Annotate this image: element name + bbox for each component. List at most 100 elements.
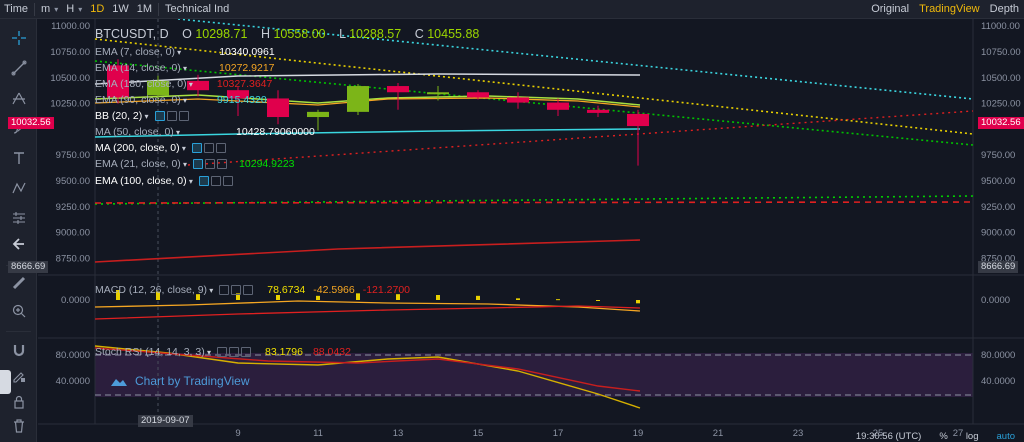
indicator-legend-ma50[interactable]: MA (50, close, 0) 10428.79060000 bbox=[95, 125, 315, 139]
status-bar: 19:30:56 (UTC) % log auto bbox=[847, 430, 1024, 442]
time-tick-label: 17 bbox=[553, 428, 564, 439]
stoch-legend[interactable]: Stoch RSI (14, 14, 3, 3) 83.1796 88.0432 bbox=[95, 345, 351, 359]
eye-icon[interactable] bbox=[219, 285, 230, 295]
indicator-name: EMA (180, close, 0) bbox=[95, 78, 193, 90]
candle-body bbox=[507, 97, 529, 103]
price-tick-label-right: 9250.00 bbox=[981, 202, 1015, 213]
lock-tool[interactable] bbox=[0, 391, 37, 413]
time-tick-label: 23 bbox=[793, 428, 804, 439]
chart-area[interactable]: 11000.00 11000.00 10750.00 10750.00 10500.00… bbox=[8, 19, 1024, 442]
eye-icon[interactable] bbox=[193, 159, 204, 169]
ruler-tool[interactable] bbox=[0, 272, 37, 294]
settings-icon[interactable] bbox=[203, 143, 214, 153]
interval-1m-button[interactable]: 1M bbox=[136, 2, 153, 15]
candle-body bbox=[427, 92, 449, 95]
panel-collapse-handle[interactable] bbox=[0, 370, 11, 394]
indicator-name: EMA (21, close, 0) bbox=[95, 158, 187, 170]
open-value: 10298.71 bbox=[195, 27, 248, 41]
zoom-tool[interactable] bbox=[0, 300, 37, 322]
crosshair-tool[interactable] bbox=[0, 27, 37, 49]
settings-icon[interactable] bbox=[228, 347, 239, 357]
pitchfork-icon bbox=[11, 92, 26, 105]
pattern-tool[interactable] bbox=[0, 177, 37, 199]
text-tool[interactable] bbox=[0, 147, 37, 169]
eye-icon[interactable] bbox=[191, 143, 202, 153]
settings-icon[interactable] bbox=[205, 159, 216, 169]
view-original-button[interactable]: Original bbox=[871, 3, 910, 15]
close-icon[interactable] bbox=[215, 143, 226, 153]
macd-histogram-bar bbox=[356, 293, 360, 300]
indicator-legend-ema90[interactable]: EMA (90, close, 0) 9915.4320 bbox=[95, 93, 267, 107]
ema-line bbox=[94, 38, 974, 135]
price-tick-label-right: 11000.00 bbox=[981, 21, 1020, 32]
technical-indicators-button[interactable]: Technical Ind bbox=[165, 2, 230, 15]
candle-body bbox=[467, 92, 489, 98]
indicator-legend-ema180[interactable]: EMA (180, close, 0) 10327.3647 bbox=[95, 77, 272, 91]
price-tick-label-left: 10750.00 bbox=[50, 47, 90, 58]
eye-icon[interactable] bbox=[198, 176, 209, 186]
lock-pencil-tool[interactable] bbox=[0, 365, 37, 387]
trash-tool[interactable] bbox=[0, 415, 37, 437]
close-value: 10455.88 bbox=[427, 27, 480, 41]
measure-tool[interactable] bbox=[0, 207, 37, 229]
view-depth-button[interactable]: Depth bbox=[989, 3, 1019, 15]
close-icon[interactable] bbox=[178, 111, 189, 121]
price-tick-label-left: 9000.00 bbox=[56, 228, 90, 239]
indicator-controls bbox=[219, 285, 254, 295]
settings-icon[interactable] bbox=[231, 285, 242, 295]
price-tick-label-left: 9500.00 bbox=[56, 176, 90, 187]
indicator-name: EMA (7, close, 0) bbox=[95, 46, 181, 58]
time-tick-label: 15 bbox=[473, 428, 484, 439]
price-chart-canvas[interactable]: 11000.00 11000.00 10750.00 10750.00 10500.00… bbox=[38, 19, 1024, 442]
macd-histogram-bar bbox=[636, 300, 640, 304]
pencil-lock-icon bbox=[12, 372, 25, 383]
close-icon[interactable] bbox=[222, 176, 233, 186]
indicator-legend-ema14[interactable]: EMA (14, close, 0) 10272.9217 bbox=[95, 61, 275, 75]
stoch-axis-label-right: 40.0000 bbox=[981, 376, 1015, 387]
eye-icon[interactable] bbox=[216, 347, 227, 357]
trendline-icon bbox=[11, 60, 26, 76]
indicator-legend-ema7[interactable]: EMA (7, close, 0) 10340.0961 bbox=[95, 45, 275, 59]
indicator-legend-ema21[interactable]: EMA (21, close, 0) 10294.9223 bbox=[95, 157, 295, 171]
macd-histogram-bar bbox=[436, 295, 440, 300]
back-button[interactable] bbox=[0, 233, 37, 255]
indicator-controls bbox=[216, 347, 251, 357]
percent-scale-button[interactable]: % bbox=[939, 431, 948, 442]
tradingview-watermark[interactable]: Chart by TradingView bbox=[110, 374, 250, 388]
magnet-icon bbox=[13, 345, 24, 357]
hour-interval-dropdown[interactable]: H bbox=[62, 0, 86, 19]
interval-1d-button[interactable]: 1D bbox=[90, 2, 105, 15]
indicator-legend-ma200[interactable]: MA (200, close, 0) bbox=[95, 141, 226, 155]
macd-legend[interactable]: MACD (12, 26, close, 9) 78.6734 -42.5966… bbox=[95, 283, 410, 297]
indicator-legend-bb[interactable]: BB (20, 2) bbox=[95, 109, 189, 123]
ohlc-header: BTCUSDT, D O 10298.71 H 10558.00 L 10288… bbox=[95, 27, 479, 41]
close-icon[interactable] bbox=[217, 159, 228, 169]
view-tradingview-button[interactable]: TradingView bbox=[919, 3, 980, 15]
trendline-tool[interactable] bbox=[0, 57, 37, 79]
symbol-label[interactable]: BTCUSDT, D bbox=[95, 27, 169, 41]
close-label: C bbox=[414, 27, 424, 41]
candle-body bbox=[227, 90, 249, 99]
macd-value-2: -42.5966 bbox=[313, 284, 355, 296]
fib-tool[interactable] bbox=[0, 87, 37, 109]
stoch-value-k: 83.1796 bbox=[264, 346, 303, 358]
magnet-tool[interactable] bbox=[0, 339, 37, 361]
macd-line bbox=[94, 300, 641, 312]
price-tick-label-right: 10500.00 bbox=[981, 73, 1021, 84]
macd-value-3: -121.2700 bbox=[362, 284, 411, 296]
auto-scale-button[interactable]: auto bbox=[996, 431, 1016, 442]
close-icon[interactable] bbox=[243, 285, 254, 295]
high-value: 10558.00 bbox=[273, 27, 326, 41]
indicator-legend-ema100[interactable]: EMA (100, close, 0) bbox=[95, 174, 233, 188]
macd-histogram-bar bbox=[276, 295, 280, 300]
eye-icon[interactable] bbox=[154, 111, 165, 121]
log-scale-button[interactable]: log bbox=[965, 431, 979, 442]
toolbar-divider bbox=[158, 2, 160, 16]
price-tick-label-left: 11000.00 bbox=[51, 21, 90, 32]
settings-icon[interactable] bbox=[210, 176, 221, 186]
close-icon[interactable] bbox=[240, 347, 251, 357]
indicator-name: EMA (14, close, 0) bbox=[95, 62, 187, 74]
settings-icon[interactable] bbox=[166, 111, 177, 121]
interval-1w-button[interactable]: 1W bbox=[112, 2, 129, 15]
minute-interval-dropdown[interactable]: m bbox=[37, 0, 62, 19]
